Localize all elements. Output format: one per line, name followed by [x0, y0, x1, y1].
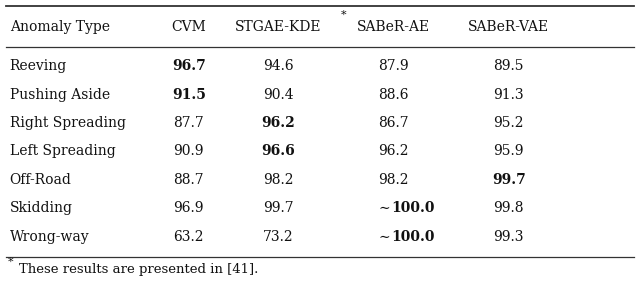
Text: 73.2: 73.2 — [263, 230, 294, 244]
Text: Wrong-way: Wrong-way — [10, 230, 89, 244]
Text: SABeR-VAE: SABeR-VAE — [468, 20, 549, 34]
Text: *: * — [341, 10, 347, 20]
Text: 96.9: 96.9 — [173, 201, 204, 215]
Text: 99.7: 99.7 — [492, 173, 525, 187]
Text: 86.7: 86.7 — [378, 116, 409, 130]
Text: 100.0: 100.0 — [392, 201, 435, 215]
Text: Reeving: Reeving — [10, 59, 67, 73]
Text: CVM: CVM — [172, 20, 206, 34]
Text: Left Spreading: Left Spreading — [10, 144, 115, 158]
Text: 99.8: 99.8 — [493, 201, 524, 215]
Text: Right Spreading: Right Spreading — [10, 116, 125, 130]
Text: 96.2: 96.2 — [262, 116, 295, 130]
Text: 91.3: 91.3 — [493, 88, 524, 102]
Text: These results are presented in [41].: These results are presented in [41]. — [19, 263, 259, 276]
Text: *: * — [8, 257, 13, 267]
Text: 98.2: 98.2 — [263, 173, 294, 187]
Text: 87.7: 87.7 — [173, 116, 204, 130]
Text: STGAE-KDE: STGAE-KDE — [235, 20, 322, 34]
Text: 98.2: 98.2 — [378, 173, 409, 187]
Text: Off-Road: Off-Road — [10, 173, 72, 187]
Text: 99.7: 99.7 — [263, 201, 294, 215]
Text: 94.6: 94.6 — [263, 59, 294, 73]
Text: Pushing Aside: Pushing Aside — [10, 88, 109, 102]
Text: 91.5: 91.5 — [172, 88, 205, 102]
Text: ∼: ∼ — [379, 230, 390, 244]
Text: 90.4: 90.4 — [263, 88, 294, 102]
Text: 95.2: 95.2 — [493, 116, 524, 130]
Text: Skidding: Skidding — [10, 201, 72, 215]
Text: 89.5: 89.5 — [493, 59, 524, 73]
Text: SABeR-AE: SABeR-AE — [357, 20, 430, 34]
Text: 96.6: 96.6 — [262, 144, 295, 158]
Text: Anomaly Type: Anomaly Type — [10, 20, 109, 34]
Text: 100.0: 100.0 — [392, 230, 435, 244]
Text: 96.2: 96.2 — [378, 144, 409, 158]
Text: 88.7: 88.7 — [173, 173, 204, 187]
Text: 96.7: 96.7 — [172, 59, 205, 73]
Text: 87.9: 87.9 — [378, 59, 409, 73]
Text: 63.2: 63.2 — [173, 230, 204, 244]
Text: 95.9: 95.9 — [493, 144, 524, 158]
Text: 99.3: 99.3 — [493, 230, 524, 244]
Text: 90.9: 90.9 — [173, 144, 204, 158]
Text: ∼: ∼ — [379, 201, 390, 215]
Text: 88.6: 88.6 — [378, 88, 409, 102]
